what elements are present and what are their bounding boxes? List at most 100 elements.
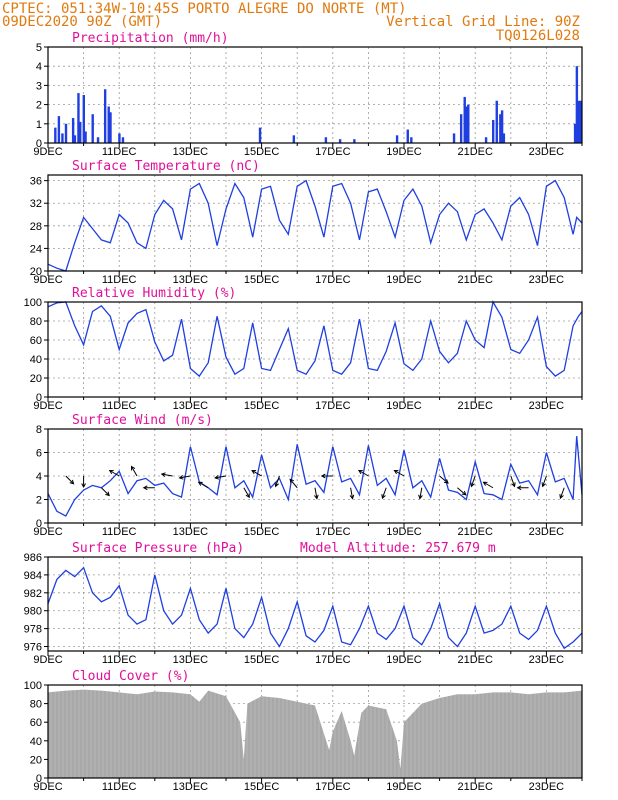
pressure-xtick-label: 21DEC [457, 654, 493, 666]
wind-vector [418, 487, 423, 500]
temp-xtick-label: 13DEC [173, 274, 209, 286]
precip-bar [484, 137, 488, 143]
wind-vector-head [251, 469, 257, 475]
wind-xtick-label: 19DEC [386, 526, 422, 538]
cloud-xtick-label: 17DEC [315, 781, 351, 793]
wind-vector [516, 485, 529, 491]
wind-vector-head [357, 469, 363, 475]
cloud-frame [47, 684, 583, 779]
wind-vector-head [541, 482, 546, 488]
precip-ytick-label: 3 [36, 80, 42, 92]
wind-vector-head [274, 482, 279, 488]
wind-xtick-label: 17DEC [315, 526, 351, 538]
precip-bar [71, 118, 75, 143]
wind-vector-shaft [470, 475, 476, 487]
precip-bar [338, 139, 342, 143]
wind-vector-shaft [65, 475, 74, 485]
pressure-xtick-label: 23DEC [529, 654, 565, 666]
wind-vector-shaft [419, 487, 423, 499]
wind-vector-head [160, 472, 166, 477]
rh-title: Relative Humidity (%) [72, 286, 236, 301]
precip-bar [79, 121, 82, 143]
precip-bar [103, 89, 107, 143]
precip-bar [459, 114, 463, 143]
pressure-ytick-label: 980 [24, 606, 42, 618]
rh-ytick-label: 100 [24, 297, 42, 309]
wind-vector [274, 475, 280, 488]
wind-xtick-label: 23DEC [529, 526, 565, 538]
temp-xtick-label: 11DEC [102, 274, 137, 286]
precip-ytick-label: 5 [36, 42, 42, 54]
precip-bar [410, 137, 413, 143]
wind-vector-shaft [109, 470, 120, 477]
wind-vector [81, 476, 86, 489]
precip-ytick-label: 1 [36, 119, 42, 131]
wind-vector [381, 487, 387, 500]
precip-xtick-label: 23DEC [529, 146, 565, 158]
wind-vector [243, 487, 250, 499]
wind-vector-shaft [457, 487, 467, 496]
wind-vector-shaft [394, 470, 405, 477]
rh-xtick-label: 9DEC [33, 400, 62, 412]
wind-vector [482, 481, 494, 489]
precip-bar [502, 133, 506, 143]
precip-bar [54, 127, 57, 143]
temp-frame [47, 174, 583, 272]
precip-bar [91, 114, 94, 143]
wind-vector-shaft [350, 487, 354, 499]
cloud-xtick-label: 9DEC [33, 781, 62, 793]
rh-ytick-label: 20 [30, 373, 42, 385]
wind-series-line [47, 436, 583, 517]
pressure-ytick-label: 982 [24, 588, 42, 600]
pressure-xtick-label: 13DEC [173, 654, 209, 666]
precip-xtick-label: 15DEC [244, 146, 280, 158]
cloud-cover-panel: 0 20 40 60 80 100 9DEC 11DEC 13DEC 15DEC 17DEC 19DE… [24, 669, 583, 793]
wind-vector-shaft [179, 475, 191, 479]
rh-xtick-label: 11DEC [102, 400, 137, 412]
wind-vector-head [470, 482, 475, 488]
pressure-xtick-label: 15DEC [244, 654, 280, 666]
wind-vector-shaft [510, 475, 516, 487]
pressure-xtick-label: 11DEC [102, 654, 137, 666]
precip-ytick-label: 4 [36, 61, 42, 73]
wind-vector-head [320, 473, 326, 479]
precip-bar [118, 133, 121, 143]
wind-vector-shaft [198, 481, 209, 489]
wind-xtick-label: 21DEC [457, 526, 493, 538]
precip-xtick-label: 21DEC [457, 146, 493, 158]
precip-bar [84, 131, 87, 143]
wind-vector [439, 475, 449, 484]
temp-xtick-label: 19DEC [386, 274, 422, 286]
rh-ytick-label: 40 [30, 354, 42, 366]
pressure-ytick-label: 986 [24, 552, 42, 564]
cloud-ytick-label: 60 [30, 717, 42, 729]
pressure-subtitle: Model Altitude: 257.679 m [300, 541, 496, 556]
precip-xtick-label: 17DEC [315, 146, 351, 158]
pressure-frame [47, 556, 583, 652]
precip-bar [324, 137, 328, 143]
wind-vector [101, 487, 110, 497]
wind-vector [393, 469, 405, 477]
wind-vector-head [511, 482, 516, 488]
temp-ytick-label: 28 [30, 221, 42, 233]
wind-vector-shaft [161, 473, 173, 477]
precip-bar [577, 100, 580, 143]
precip-bar [492, 119, 495, 143]
wind-vector-head [69, 479, 75, 485]
cloud-title: Cloud Cover (%) [72, 669, 189, 684]
cloud-xtick-label: 15DEC [244, 781, 280, 793]
pressure-ytick-label: 976 [24, 642, 42, 654]
precip-frame [47, 46, 583, 144]
wind-vector-shaft [289, 479, 298, 489]
wind-vector-head [418, 494, 423, 500]
precip-bar [109, 112, 112, 143]
precip-title: Precipitation (mm/h) [72, 31, 229, 46]
temp-xtick-label: 15DEC [244, 274, 280, 286]
precip-xtick-label: 13DEC [173, 146, 209, 158]
temp-ytick-label: 36 [30, 176, 42, 188]
wind-ytick-label: 6 [36, 448, 42, 460]
precip-bar [499, 114, 502, 143]
pressure-series-line [47, 566, 583, 650]
wind-ytick-label: 8 [36, 424, 42, 436]
